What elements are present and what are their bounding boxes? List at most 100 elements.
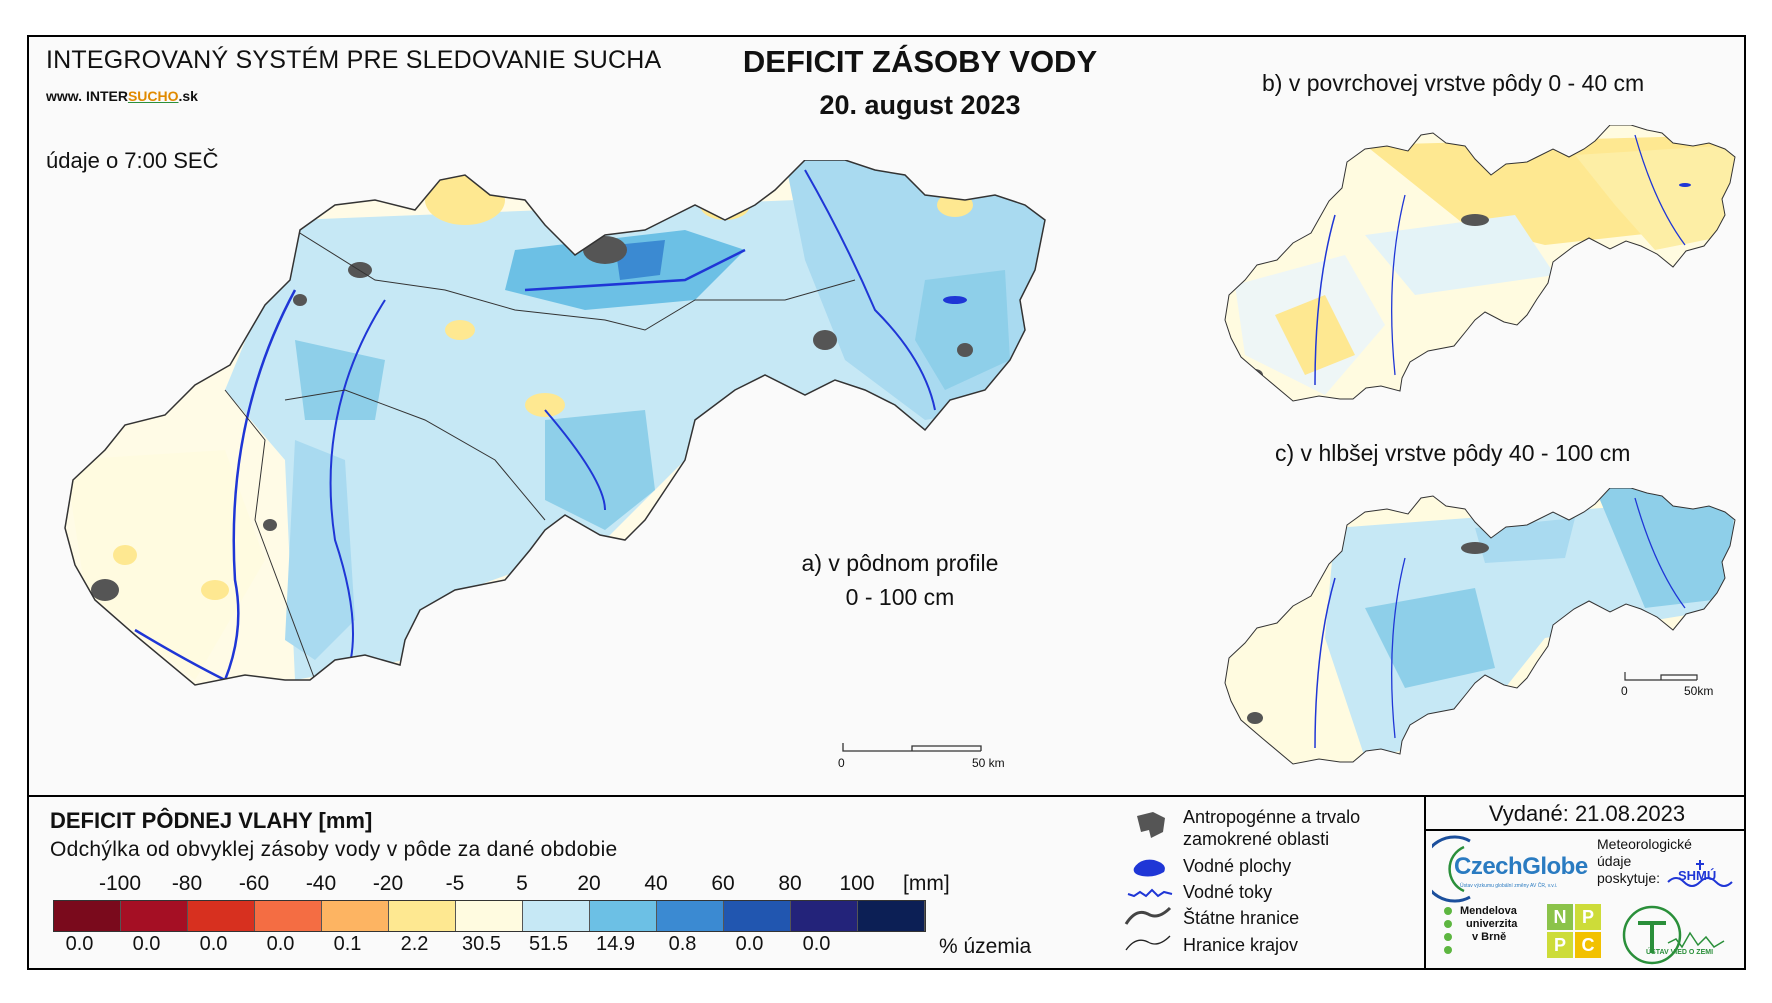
legend-percentage: 0.1 bbox=[333, 933, 362, 955]
scale-small-zero: 0 bbox=[1621, 684, 1628, 698]
legend-rivers: Vodné toky bbox=[1183, 882, 1273, 902]
system-name: INTEGROVANÝ SYSTÉM PRE SLEDOVANIE SUCHA bbox=[46, 46, 662, 74]
nppc-letter-p2: P bbox=[1547, 932, 1573, 958]
anthropogenic-icon bbox=[1137, 812, 1165, 838]
scale-bar-small bbox=[1624, 672, 1698, 681]
url-suffix: .sk bbox=[178, 88, 198, 104]
legend-percentage: 0.0 bbox=[199, 933, 228, 955]
scale-main-zero: 0 bbox=[838, 756, 845, 770]
legend-tick: -80 bbox=[171, 872, 203, 895]
meteo-line-3: poskytuje: bbox=[1597, 870, 1661, 886]
url-brand-2: SUCHO bbox=[127, 88, 179, 104]
scale-main-end: 50 km bbox=[972, 756, 1005, 770]
uvz-logo: ÚSTAV VIED O ZEMI bbox=[1620, 903, 1730, 972]
legend-tick: 40 bbox=[644, 872, 668, 895]
data-time: údaje o 7:00 SEČ bbox=[46, 148, 219, 173]
meteo-line-1: Meteorologické bbox=[1597, 836, 1692, 852]
water-body-icon bbox=[1133, 859, 1165, 877]
legend-color-bar bbox=[53, 900, 926, 932]
map-c bbox=[1224, 488, 1736, 765]
legend-anthropogenic-2: zamokrené oblasti bbox=[1183, 829, 1330, 849]
legend-percentage: 0.0 bbox=[65, 933, 94, 955]
legend-percentage: 0.0 bbox=[735, 933, 764, 955]
legend-tick: -20 bbox=[372, 872, 404, 895]
map-b-label: b) v povrchovej vrstve pôdy 0 - 40 cm bbox=[1262, 70, 1645, 96]
czechglobe-logo: CzechGlobe Ústav výzkumu globální změny … bbox=[1421, 833, 1597, 908]
map-a-fill bbox=[65, 160, 1045, 685]
legend-swatch bbox=[389, 901, 456, 931]
legend-subtitle: Odchýlka od obvyklej zásoby vody v pôde … bbox=[50, 838, 618, 861]
main-map bbox=[64, 160, 1046, 686]
legend-title: DEFICIT PÔDNEJ VLAHY [mm] bbox=[50, 808, 373, 833]
mendel-dots-icon bbox=[1444, 907, 1452, 954]
legend-swatch bbox=[791, 901, 858, 931]
legend-pct-unit: % územia bbox=[939, 935, 1032, 958]
map-a-label-line2: 0 - 100 cm bbox=[845, 584, 955, 610]
issued-date: Vydané: 21.08.2023 bbox=[1488, 801, 1686, 826]
legend-swatch bbox=[54, 901, 121, 931]
map-a-label: a) v pôdnom profile 0 - 100 cm bbox=[780, 546, 1020, 614]
czechglobe-label: CzechGlobe bbox=[1454, 853, 1588, 880]
legend-percentage: 0.0 bbox=[266, 933, 295, 955]
legend-percentage: 30.5 bbox=[462, 933, 501, 955]
nppc-letter-n: N bbox=[1547, 904, 1573, 930]
nppc-letter-c: C bbox=[1575, 932, 1601, 958]
legend-swatch bbox=[456, 901, 523, 931]
nppc-letter-p1: P bbox=[1575, 904, 1601, 930]
map-b bbox=[1224, 125, 1736, 402]
legend-swatch bbox=[657, 901, 724, 931]
legend-anthropogenic-1: Antropogénne a trvalo bbox=[1183, 807, 1361, 827]
state-border-icon bbox=[1124, 906, 1172, 925]
legend-percentage: 0.0 bbox=[802, 933, 831, 955]
legend-tick: -60 bbox=[238, 872, 270, 895]
legend-percentage: 14.9 bbox=[596, 933, 635, 955]
uvz-logo-icon bbox=[1622, 905, 1725, 965]
legend-swatch bbox=[322, 901, 389, 931]
legend-region-border: Hranice krajov bbox=[1183, 935, 1299, 955]
map-a-label-line1: a) v pôdnom profile bbox=[801, 550, 999, 576]
legend-tick: -100 bbox=[98, 872, 142, 895]
legend-swatch bbox=[523, 901, 590, 931]
legend-swatch bbox=[121, 901, 188, 931]
shmu-label: SHMÚ bbox=[1678, 868, 1717, 883]
legend-swatch bbox=[724, 901, 791, 931]
legend-swatch bbox=[858, 901, 925, 931]
scale-bar-main bbox=[842, 743, 982, 752]
website-link[interactable]: www. INTERSUCHO.sk bbox=[46, 88, 198, 104]
map-date: 20. august 2023 bbox=[819, 90, 1021, 120]
issued-separator bbox=[1424, 829, 1746, 831]
legend-swatch bbox=[255, 901, 322, 931]
legend-separator bbox=[27, 795, 1746, 797]
scale-small-end: 50km bbox=[1684, 684, 1714, 698]
footer-separator bbox=[1424, 795, 1426, 970]
legend-percentage: 0.0 bbox=[132, 933, 161, 955]
legend-percentage: 2.2 bbox=[400, 933, 429, 955]
uvz-label: ÚSTAV VIED O ZEMI bbox=[1646, 949, 1714, 956]
czechglobe-sublabel: Ústav výzkumu globální změny AV ČR, v.v.… bbox=[1460, 883, 1558, 889]
legend-water-bodies: Vodné plochy bbox=[1183, 856, 1292, 876]
url-prefix: www. bbox=[46, 88, 83, 104]
nppc-logo: N P P C bbox=[1547, 904, 1601, 958]
legend-tick: -5 bbox=[445, 872, 465, 895]
meteo-line-2: údaje bbox=[1597, 853, 1632, 869]
river-icon bbox=[1127, 888, 1173, 898]
shmu-logo-icon bbox=[1667, 860, 1733, 887]
legend-tick: -40 bbox=[305, 872, 337, 895]
mendel-line-1: Mendelova bbox=[1460, 905, 1517, 917]
legend-tick: 80 bbox=[778, 872, 802, 895]
meteo-provider: Meteorologické údaje poskytuje: bbox=[1597, 836, 1692, 887]
legend-tick: 60 bbox=[711, 872, 735, 895]
legend-tick: 100 bbox=[839, 872, 875, 895]
map-c-label: c) v hlbšej vrstve pôdy 40 - 100 cm bbox=[1275, 440, 1631, 466]
legend-swatch bbox=[188, 901, 255, 931]
mendel-line-3: v Brně bbox=[1472, 931, 1507, 943]
shmu-logo: SHMÚ bbox=[1666, 860, 1734, 890]
legend-swatch bbox=[590, 901, 657, 931]
mendel-logo: Mendelova univerzita v Brně bbox=[1444, 905, 1518, 954]
legend-percentage: 51.5 bbox=[529, 933, 568, 955]
legend-tick: 20 bbox=[577, 872, 601, 895]
legend-tick: 5 bbox=[516, 872, 528, 895]
map-title: DEFICIT ZÁSOBY VODY bbox=[742, 44, 1098, 79]
url-brand-1: INTER bbox=[85, 88, 128, 104]
mendel-line-2: univerzita bbox=[1466, 918, 1518, 930]
